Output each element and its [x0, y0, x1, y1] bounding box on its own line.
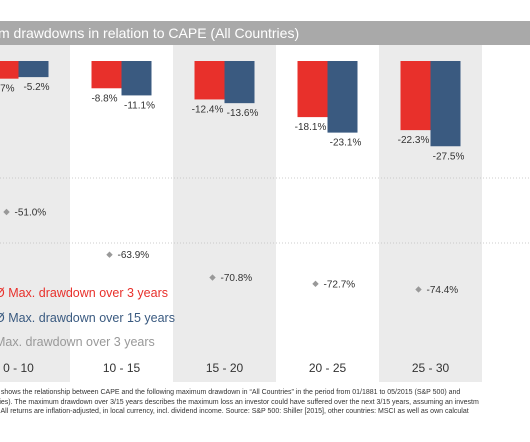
bar-3y-label: -5.7%: [0, 84, 15, 95]
bar-15y-label: -11.1%: [124, 100, 155, 111]
max-drawdown-marker: [415, 286, 422, 293]
chart-title: m drawdowns in relation to CAPE (All Cou…: [0, 25, 300, 41]
bar-3y-label: -22.3%: [398, 135, 430, 146]
legend-entry: Max. drawdown over 3 years: [0, 335, 155, 349]
max-drawdown-label: -70.8%: [221, 273, 253, 284]
bar-15y: [327, 61, 358, 133]
bar-15y-label: -23.1%: [330, 138, 362, 149]
column-stripe: [482, 45, 530, 355]
bar-3y: [297, 61, 328, 118]
column-stripe: [70, 45, 173, 355]
category-cell: [70, 355, 173, 382]
bar-15y-label: -5.2%: [23, 82, 49, 93]
bar-3y-label: -18.1%: [295, 122, 327, 133]
category-cell: [379, 355, 482, 382]
category-label: 15 - 20: [206, 361, 244, 375]
max-drawdown-marker: [209, 274, 216, 281]
bar-3y: [91, 61, 122, 89]
category-label: 25 - 30: [412, 361, 450, 375]
bar-chart: -5.7%-5.2%-8.8%-11.1%-12.4%-13.6%-18.1%-…: [0, 45, 530, 382]
max-drawdown-marker: [3, 208, 10, 216]
category-cell: [276, 355, 379, 382]
max-drawdown-marker: [312, 280, 319, 288]
bar-3y-label: -12.4%: [192, 104, 224, 115]
chart-title-bar: m drawdowns in relation to CAPE (All Cou…: [0, 21, 530, 45]
category-cell: [0, 355, 70, 382]
max-drawdown-marker: [106, 251, 113, 258]
bar-15y: [121, 61, 152, 96]
column-stripe: [0, 45, 70, 355]
category-cell: [173, 355, 276, 382]
footnote-line: . All returns are inflation-adjusted, in…: [0, 408, 469, 415]
footnote: t shows the relationship between CAPE an…: [0, 388, 530, 442]
max-drawdown-label: -74.4%: [427, 285, 459, 296]
bar-15y: [18, 61, 49, 78]
bar-15y-label: -27.5%: [433, 151, 465, 162]
category-label: 20 - 25: [309, 361, 347, 375]
max-drawdown-label: -51.0%: [15, 208, 47, 219]
bar-3y: [400, 61, 431, 131]
bar-3y: [0, 61, 19, 79]
footnote-line: t shows the relationship between CAPE an…: [0, 389, 461, 396]
category-label: 0 - 10: [3, 361, 34, 375]
bar-3y-label: -8.8%: [91, 93, 117, 104]
footnote-line: ries). The maximum drawdown over 3/15 ye…: [0, 398, 479, 406]
bar-15y: [224, 61, 255, 104]
bar-15y: [430, 61, 461, 147]
max-drawdown-label: -72.7%: [324, 279, 356, 290]
max-drawdown-label: -63.9%: [118, 250, 150, 261]
legend-entry: Ø Max. drawdown over 15 years: [0, 311, 175, 325]
legend-entry: Ø Max. drawdown over 3 years: [0, 286, 168, 300]
bar-15y-label: -13.6%: [227, 108, 259, 119]
category-cell: [482, 355, 530, 382]
bar-3y: [194, 61, 225, 100]
category-label: 10 - 15: [103, 361, 141, 375]
